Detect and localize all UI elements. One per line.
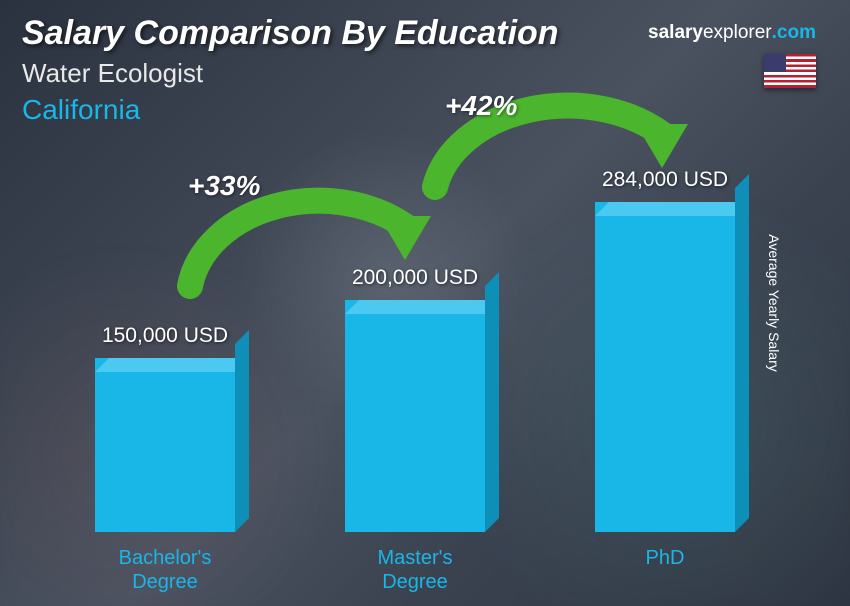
percent-increase-badge: +33% (188, 170, 260, 202)
flag-icon (764, 54, 816, 88)
bar (345, 300, 485, 532)
x-axis-labels: Bachelor'sDegree Master'sDegree PhD (40, 546, 790, 594)
chart-canvas: Salary Comparison By Education Water Eco… (0, 0, 850, 606)
x-label: Master'sDegree (325, 546, 505, 594)
x-label: PhD (575, 546, 755, 594)
chart-location: California (22, 94, 140, 126)
brand-text-3: .com (772, 22, 816, 43)
x-label: Bachelor'sDegree (75, 546, 255, 594)
bar-value-label: 150,000 USD (102, 324, 228, 348)
bar-group: 150,000 USD (75, 324, 255, 532)
chart-subtitle: Water Ecologist (22, 58, 203, 89)
increase-arrow-icon (400, 32, 720, 252)
percent-increase-badge: +42% (445, 90, 517, 122)
bar (95, 358, 235, 532)
